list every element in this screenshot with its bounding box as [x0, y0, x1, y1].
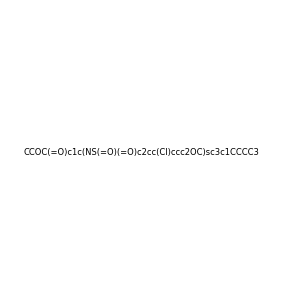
Text: CCOC(=O)c1c(NS(=O)(=O)c2cc(Cl)ccc2OC)sc3c1CCCC3: CCOC(=O)c1c(NS(=O)(=O)c2cc(Cl)ccc2OC)sc3… — [23, 147, 259, 157]
